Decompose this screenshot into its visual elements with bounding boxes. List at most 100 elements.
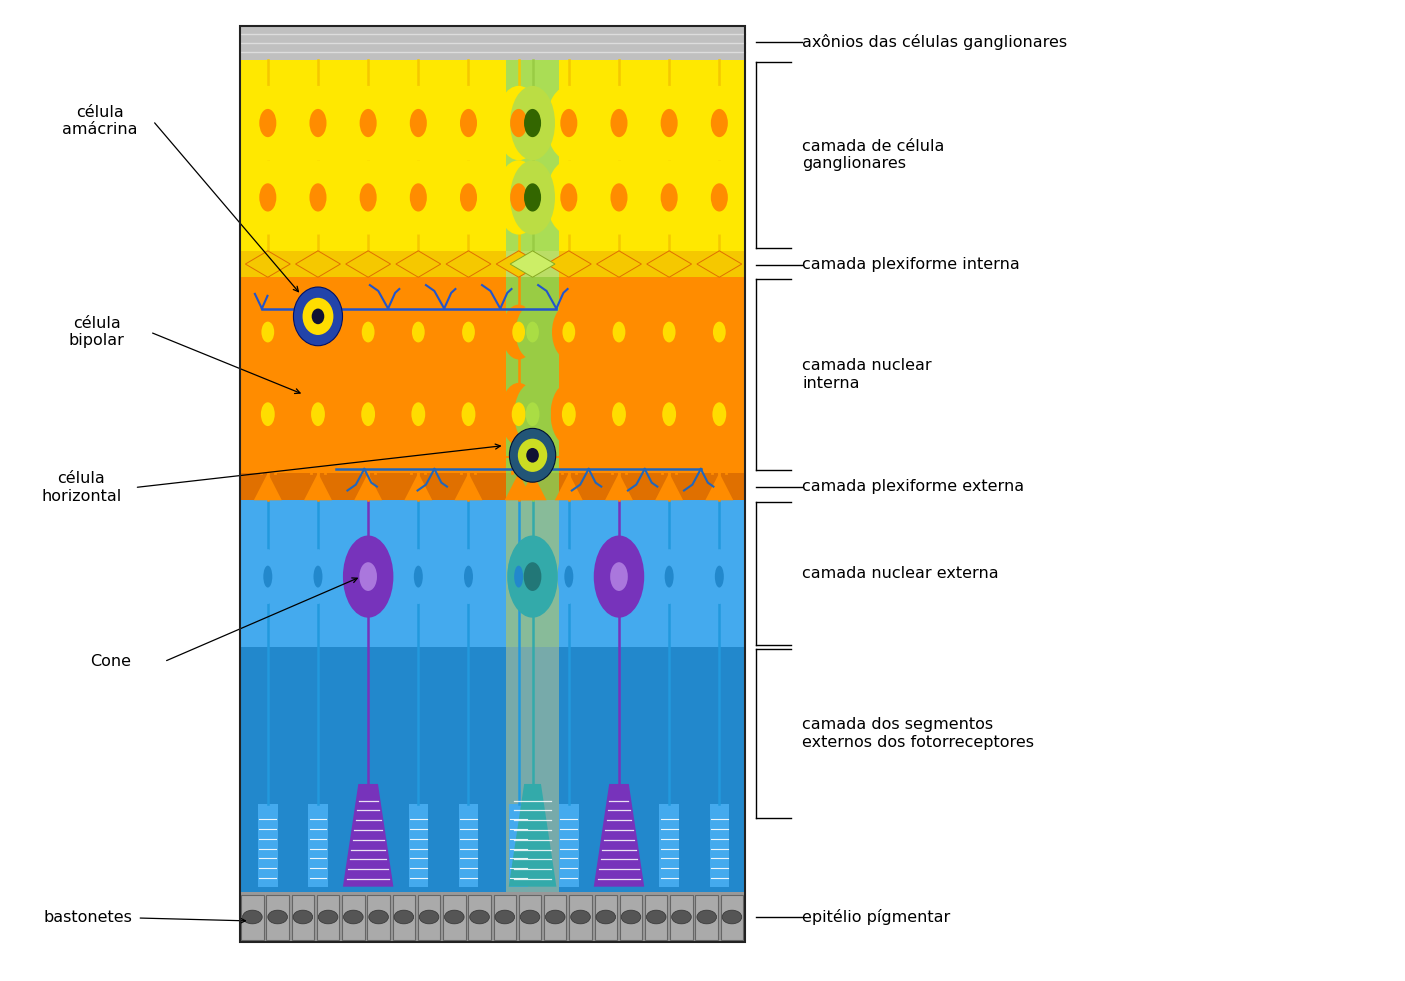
Ellipse shape bbox=[410, 183, 427, 212]
Ellipse shape bbox=[514, 383, 551, 445]
Ellipse shape bbox=[311, 402, 325, 426]
Ellipse shape bbox=[697, 160, 742, 234]
Polygon shape bbox=[496, 251, 541, 278]
Polygon shape bbox=[295, 251, 340, 278]
Ellipse shape bbox=[603, 305, 636, 359]
Ellipse shape bbox=[299, 383, 336, 445]
Bar bbox=[710, 803, 729, 887]
Ellipse shape bbox=[294, 287, 343, 345]
Bar bbox=[721, 895, 743, 940]
Ellipse shape bbox=[551, 383, 587, 445]
Polygon shape bbox=[445, 251, 490, 278]
Ellipse shape bbox=[662, 402, 676, 426]
Ellipse shape bbox=[350, 383, 386, 445]
Polygon shape bbox=[518, 473, 547, 500]
Text: camada nuclear
interna: camada nuclear interna bbox=[802, 358, 932, 390]
Ellipse shape bbox=[400, 383, 437, 445]
Ellipse shape bbox=[712, 402, 726, 426]
Bar bbox=[670, 895, 693, 940]
Ellipse shape bbox=[246, 160, 291, 234]
Ellipse shape bbox=[346, 160, 391, 234]
Bar bbox=[367, 895, 389, 940]
Ellipse shape bbox=[343, 536, 393, 618]
Ellipse shape bbox=[257, 549, 280, 604]
Ellipse shape bbox=[652, 305, 686, 359]
Ellipse shape bbox=[410, 109, 427, 137]
Bar bbox=[544, 895, 566, 940]
Circle shape bbox=[646, 910, 666, 924]
Ellipse shape bbox=[507, 549, 530, 604]
Ellipse shape bbox=[524, 562, 541, 591]
Polygon shape bbox=[303, 473, 332, 500]
Bar bbox=[308, 803, 327, 887]
Circle shape bbox=[545, 910, 565, 924]
Polygon shape bbox=[454, 473, 482, 500]
Ellipse shape bbox=[594, 536, 645, 618]
Ellipse shape bbox=[510, 183, 527, 212]
Ellipse shape bbox=[309, 183, 326, 212]
Ellipse shape bbox=[514, 566, 523, 588]
Ellipse shape bbox=[711, 109, 728, 137]
Text: epitélio pígmentar: epitélio pígmentar bbox=[802, 909, 950, 925]
Ellipse shape bbox=[597, 86, 642, 160]
Ellipse shape bbox=[510, 86, 555, 160]
Ellipse shape bbox=[312, 309, 325, 324]
Ellipse shape bbox=[500, 383, 537, 445]
Polygon shape bbox=[555, 473, 583, 500]
Polygon shape bbox=[697, 251, 742, 278]
Ellipse shape bbox=[459, 109, 478, 137]
Circle shape bbox=[495, 910, 514, 924]
Ellipse shape bbox=[558, 549, 580, 604]
Ellipse shape bbox=[510, 160, 555, 234]
Bar bbox=[242, 895, 264, 940]
Text: camada dos segmentos
externos dos fotorreceptores: camada dos segmentos externos dos fotorr… bbox=[802, 717, 1034, 749]
Ellipse shape bbox=[660, 109, 677, 137]
Text: camada plexiforme externa: camada plexiforme externa bbox=[802, 479, 1024, 494]
Text: axônios das células ganglionares: axônios das células ganglionares bbox=[802, 34, 1068, 50]
Bar bbox=[240, 892, 745, 943]
Polygon shape bbox=[354, 473, 382, 500]
Ellipse shape bbox=[445, 86, 490, 160]
Text: camada de célula
ganglionares: camada de célula ganglionares bbox=[802, 138, 944, 171]
Ellipse shape bbox=[462, 402, 475, 426]
Ellipse shape bbox=[450, 383, 486, 445]
Bar bbox=[240, 26, 745, 943]
Bar bbox=[506, 647, 559, 892]
Bar bbox=[292, 895, 315, 940]
Bar bbox=[267, 895, 289, 940]
Ellipse shape bbox=[496, 86, 541, 160]
Ellipse shape bbox=[524, 183, 541, 212]
Bar bbox=[392, 895, 414, 940]
Bar bbox=[695, 895, 718, 940]
Bar bbox=[506, 251, 559, 278]
Ellipse shape bbox=[502, 305, 535, 359]
Ellipse shape bbox=[597, 160, 642, 234]
Ellipse shape bbox=[525, 402, 540, 426]
Ellipse shape bbox=[361, 322, 375, 342]
Bar bbox=[259, 803, 278, 887]
Circle shape bbox=[268, 910, 288, 924]
Polygon shape bbox=[606, 473, 634, 500]
Polygon shape bbox=[405, 473, 433, 500]
Bar bbox=[645, 895, 667, 940]
Bar bbox=[458, 803, 478, 887]
Ellipse shape bbox=[396, 86, 441, 160]
Ellipse shape bbox=[402, 305, 436, 359]
Ellipse shape bbox=[708, 549, 731, 604]
Polygon shape bbox=[655, 473, 683, 500]
Ellipse shape bbox=[547, 86, 592, 160]
Bar bbox=[493, 895, 516, 940]
Text: Cone: Cone bbox=[90, 654, 131, 669]
Ellipse shape bbox=[260, 109, 277, 137]
Polygon shape bbox=[597, 251, 642, 278]
Text: camada plexiforme interna: camada plexiforme interna bbox=[802, 257, 1020, 272]
Ellipse shape bbox=[702, 305, 736, 359]
Ellipse shape bbox=[360, 109, 377, 137]
Bar bbox=[240, 251, 745, 278]
Polygon shape bbox=[246, 251, 291, 278]
Ellipse shape bbox=[510, 109, 527, 137]
Ellipse shape bbox=[697, 86, 742, 160]
Bar bbox=[409, 803, 429, 887]
Polygon shape bbox=[646, 251, 691, 278]
Text: célula
amácrina: célula amácrina bbox=[62, 105, 138, 137]
